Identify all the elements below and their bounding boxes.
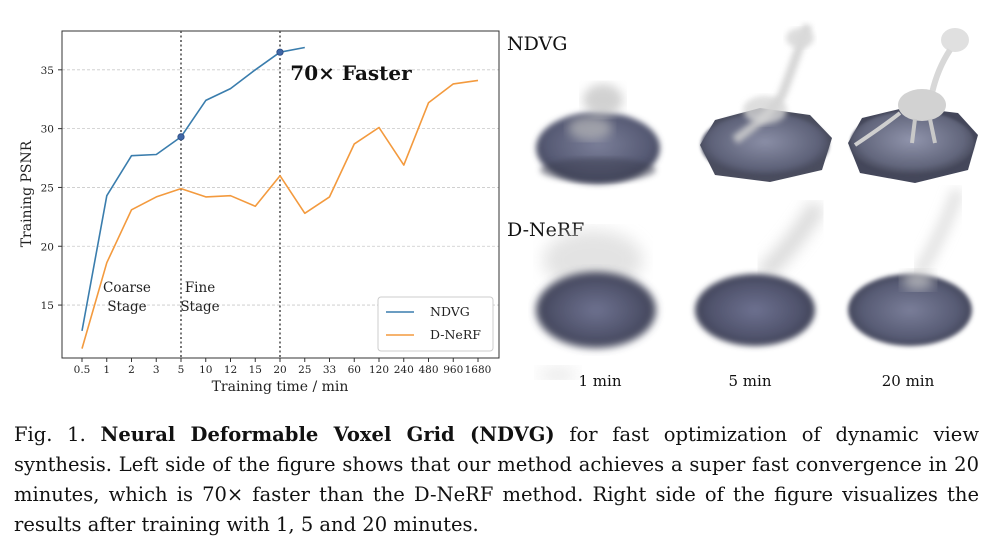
legend-label-dnerf: D-NeRF [430, 327, 481, 342]
x-tick-label-1: 1 [103, 364, 110, 376]
x-tick-label-33: 33 [323, 364, 336, 376]
series-line-d-nerf [81, 79, 479, 349]
x-tick-label-25: 25 [298, 364, 311, 376]
x-tick-label-20: 20 [273, 364, 286, 376]
y-tick-label-30: 30 [41, 124, 54, 136]
stage-divider-lines [180, 31, 281, 358]
y-axis-label: Training PSNR [19, 140, 35, 247]
x-tick-label-1680: 1680 [465, 364, 492, 376]
dnerf-render-5min [695, 200, 826, 346]
caption-bold-title: Neural Deformable Voxel Grid (NDVG) [100, 423, 555, 446]
ndvg-render-20min [848, 28, 978, 183]
ndvg-render-1min [536, 84, 660, 184]
series-markers [177, 48, 284, 141]
coarse-stage-label-line1: Coarse [103, 280, 151, 296]
x-tick-label-120: 120 [369, 364, 389, 376]
x-tick-label-60: 60 [348, 364, 361, 376]
y-tick-label-25: 25 [41, 182, 54, 194]
dnerf-render-20min [848, 188, 972, 346]
y-tick-label-20: 20 [41, 241, 54, 253]
x-tick-label-0.5: 0.5 [74, 364, 91, 376]
caption-body: for fast optimization of dynamic view sy… [14, 423, 980, 536]
x-tick-label-10: 10 [199, 364, 212, 376]
col-label-5min: 5 min [728, 372, 772, 390]
x-ticks: 0.5 1 2 3 5 10 12 15 20 25 33 60 120 240 480 960 1680 [74, 358, 492, 376]
x-tick-label-15: 15 [249, 364, 262, 376]
ndvg-render-5min [700, 23, 832, 182]
grid-lines [62, 69, 499, 306]
x-axis-label: Training time / min [212, 379, 349, 395]
legend: NDVG D-NeRF [377, 296, 494, 352]
x-tick-label-240: 240 [394, 364, 414, 376]
caption-prefix: Fig. 1. [14, 423, 101, 446]
series-line-ndvg [81, 46, 305, 332]
x-tick-label-3: 3 [153, 364, 160, 376]
col-label-20min: 20 min [881, 372, 935, 390]
coarse-stage-label-line2: Stage [107, 299, 146, 315]
x-tick-label-480: 480 [418, 364, 438, 376]
x-tick-label-5: 5 [178, 364, 185, 376]
dnerf-render-1min [536, 230, 656, 380]
fine-stage-label-line2: Stage [180, 299, 219, 315]
x-tick-label-960: 960 [443, 364, 463, 376]
col-label-1min: 1 min [578, 372, 622, 390]
fine-stage-label-line1: Fine [185, 280, 215, 296]
x-tick-label-2: 2 [128, 364, 135, 376]
highlight-marker-20 [276, 48, 284, 56]
figure-caption: Fig. 1. Neural Deformable Voxel Grid (ND… [14, 420, 979, 540]
x-tick-label-12: 12 [224, 364, 237, 376]
speedup-annotation: 70× Faster [290, 61, 412, 85]
psnr-chart: 0.5 1 2 3 5 10 12 15 20 25 33 60 120 240 480 960 1680 15… [19, 30, 500, 395]
y-tick-label-15: 15 [41, 300, 54, 312]
series-lines [81, 46, 479, 349]
highlight-marker-5 [177, 133, 185, 141]
row-label-ndvg: NDVG [507, 33, 568, 55]
y-ticks: 15 20 25 30 35 [41, 65, 62, 312]
y-tick-label-35: 35 [41, 65, 54, 77]
legend-label-ndvg: NDVG [430, 304, 470, 319]
